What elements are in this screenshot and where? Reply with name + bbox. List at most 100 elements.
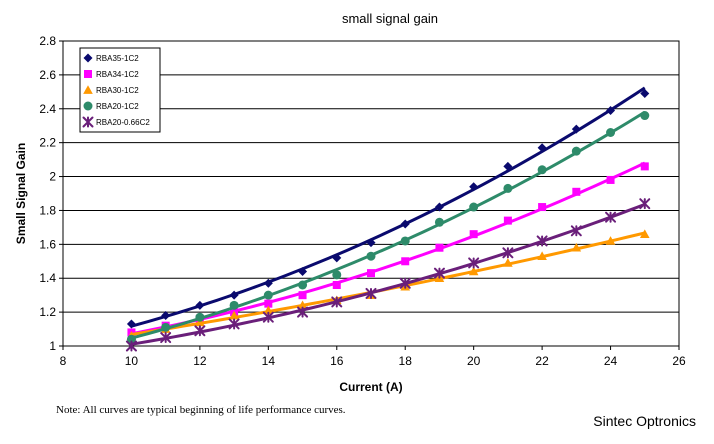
legend-label: RBA35-1C2: [96, 54, 139, 63]
series-line: [131, 161, 646, 336]
data-point: [195, 300, 205, 310]
data-point: [400, 219, 410, 229]
data-point: [161, 322, 171, 332]
data-point: [570, 225, 582, 237]
data-point: [365, 287, 377, 299]
x-tick-label: 26: [672, 354, 686, 368]
data-point: [263, 290, 273, 300]
data-point: [571, 124, 581, 134]
y-tick-label: 1.4: [39, 271, 56, 285]
data-point: [332, 253, 342, 263]
legend-label: RBA20-0.66C2: [96, 118, 150, 127]
data-point: [298, 280, 308, 290]
legend-marker: [83, 101, 93, 111]
data-point: [571, 146, 581, 156]
series-5: [125, 198, 651, 352]
y-tick-label: 1.8: [39, 203, 56, 217]
data-point: [536, 235, 548, 247]
data-point: [502, 247, 514, 259]
x-tick-label: 12: [193, 354, 207, 368]
data-point: [503, 216, 512, 225]
data-point: [298, 291, 307, 300]
y-axis-label: Small Signal Gain: [14, 143, 28, 244]
data-point: [640, 111, 650, 121]
x-tick-label: 22: [535, 354, 549, 368]
data-point: [161, 311, 171, 320]
plot-frame: [62, 40, 680, 347]
y-tick-label: 2.2: [39, 136, 56, 150]
legend-label: RBA20-1C2: [96, 102, 139, 111]
series-4: [126, 110, 650, 344]
data-point: [229, 300, 239, 310]
data-point: [434, 202, 444, 212]
data-point: [401, 257, 410, 266]
data-point: [606, 128, 616, 137]
data-point: [126, 334, 136, 344]
data-point: [640, 162, 649, 171]
data-point: [640, 89, 650, 99]
data-point: [605, 236, 616, 245]
data-point: [537, 143, 547, 153]
data-point: [195, 312, 205, 322]
y-tick-label: 2.6: [39, 68, 56, 82]
chart-title: small signal gain: [342, 11, 438, 26]
data-point: [469, 202, 479, 212]
data-point: [571, 242, 582, 252]
y-tick-label: 1.2: [39, 305, 56, 319]
data-point: [469, 182, 479, 192]
series-line: [131, 202, 646, 346]
legend-marker: [83, 85, 93, 94]
data-point: [537, 165, 547, 175]
axis-ticks: 1 1.2 1.4 1.6 1.8 2 2.2 2.4 2.6 2.8 8 10 12 14 16 18 20 2…: [39, 34, 686, 368]
data-point: [606, 105, 616, 115]
brand-label: Sintec Optronics: [593, 413, 696, 429]
y-tick-label: 2.4: [39, 102, 56, 116]
data-point: [639, 198, 651, 210]
data-point: [435, 243, 444, 252]
data-point: [126, 319, 136, 329]
series-layer: [125, 86, 651, 352]
y-tick-label: 1: [49, 339, 56, 353]
data-point: [297, 300, 308, 310]
legend-marker: [84, 70, 92, 78]
legend-marker: [82, 116, 94, 128]
series-1: [126, 86, 650, 329]
data-point: [606, 175, 615, 184]
data-point: [366, 238, 376, 248]
data-point: [262, 311, 274, 323]
data-point: [263, 278, 273, 288]
data-point: [639, 229, 650, 239]
footnote: Note: All curves are typical beginning o…: [56, 404, 346, 416]
x-tick-label: 24: [604, 354, 618, 368]
data-point: [468, 266, 479, 276]
x-tick-label: 8: [60, 354, 67, 368]
data-point: [399, 277, 411, 289]
x-tick-label: 20: [467, 354, 481, 368]
y-tick-label: 2.8: [39, 34, 56, 48]
legend-marker: [83, 53, 93, 63]
data-point: [469, 230, 478, 239]
legend-item: RBA34-1C2: [84, 70, 139, 79]
data-point: [263, 305, 274, 315]
legend-item: RBA30-1C2: [83, 85, 139, 95]
data-point: [160, 332, 172, 344]
data-point: [538, 203, 547, 212]
data-point: [434, 217, 444, 227]
x-tick-label: 10: [125, 354, 139, 368]
y-tick-label: 2: [49, 170, 56, 184]
data-point: [264, 299, 273, 308]
legend-item: RBA20-0.66C2: [82, 116, 150, 128]
data-point: [332, 281, 341, 289]
data-point: [503, 161, 513, 171]
data-point: [400, 236, 410, 246]
legend: RBA35-1C2 RBA34-1C2 RBA30-1C2 RBA20-1C2 RBA2…: [79, 47, 161, 133]
legend-item: RBA20-1C2: [83, 101, 139, 111]
x-tick-label: 16: [330, 354, 344, 368]
data-point: [503, 183, 513, 193]
data-point: [572, 187, 581, 196]
data-point: [125, 340, 137, 352]
series-line: [131, 110, 646, 340]
data-point: [229, 310, 239, 320]
data-point: [537, 251, 547, 261]
